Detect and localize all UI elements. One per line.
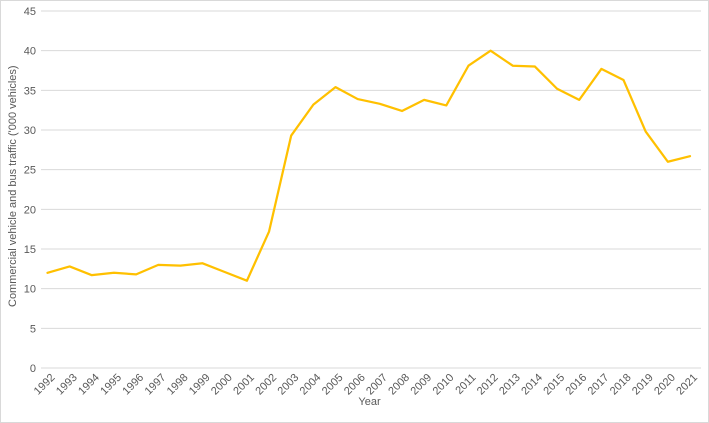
x-tick-label: 2013 xyxy=(497,372,523,398)
x-tick-label: 2007 xyxy=(364,372,390,398)
y-tick-label: 20 xyxy=(24,204,36,216)
x-tick-label: 2019 xyxy=(630,372,656,398)
y-tick-label: 5 xyxy=(30,323,36,335)
x-tick-label: 1992 xyxy=(32,372,58,398)
y-axis-title: Commercial vehicle and bus traffic ('000… xyxy=(7,65,19,307)
x-tick-label: 1993 xyxy=(54,372,80,398)
data-line xyxy=(46,49,692,282)
x-tick-label: 2018 xyxy=(608,372,634,398)
x-tick-label: 2003 xyxy=(276,372,302,398)
x-tick-label: 2005 xyxy=(320,372,346,398)
x-tick-label: 2015 xyxy=(541,372,567,398)
y-tick-label: 0 xyxy=(30,363,36,375)
x-tick-label: 1999 xyxy=(187,372,213,398)
x-tick-label: 1994 xyxy=(76,372,102,398)
x-tick-label: 2002 xyxy=(253,372,279,398)
x-tick-label: 2020 xyxy=(652,372,678,398)
x-tick-label: 1998 xyxy=(165,372,191,398)
x-tick-label: 2008 xyxy=(386,372,412,398)
x-tick-label: 2009 xyxy=(408,372,434,398)
x-tick-label: 2004 xyxy=(298,372,324,398)
x-tick-label: 1996 xyxy=(120,372,146,398)
x-tick-label: 2000 xyxy=(209,372,235,398)
x-tick-label: 2014 xyxy=(519,372,545,398)
x-tick-label: 2001 xyxy=(231,372,257,398)
y-tick-label: 45 xyxy=(24,6,36,18)
x-axis-title: Year xyxy=(358,396,381,408)
y-tick-label: 30 xyxy=(24,125,36,137)
x-tick-label: 1997 xyxy=(143,372,169,398)
x-tick-label: 2012 xyxy=(475,372,501,398)
x-tick-label: 2006 xyxy=(342,372,368,398)
x-tick-label: 2011 xyxy=(453,372,478,397)
y-tick-label: 25 xyxy=(24,165,36,177)
y-tick-label: 35 xyxy=(24,85,36,97)
x-tick-label: 2010 xyxy=(431,372,457,398)
y-tick-label: 10 xyxy=(24,284,36,296)
x-tick-label: 2016 xyxy=(564,372,590,398)
x-tick-label: 2021 xyxy=(674,372,700,398)
x-tick-label: 2017 xyxy=(586,372,612,398)
x-tick-label: 1995 xyxy=(98,372,124,398)
y-tick-label: 40 xyxy=(24,46,36,58)
y-tick-label: 15 xyxy=(24,244,36,256)
